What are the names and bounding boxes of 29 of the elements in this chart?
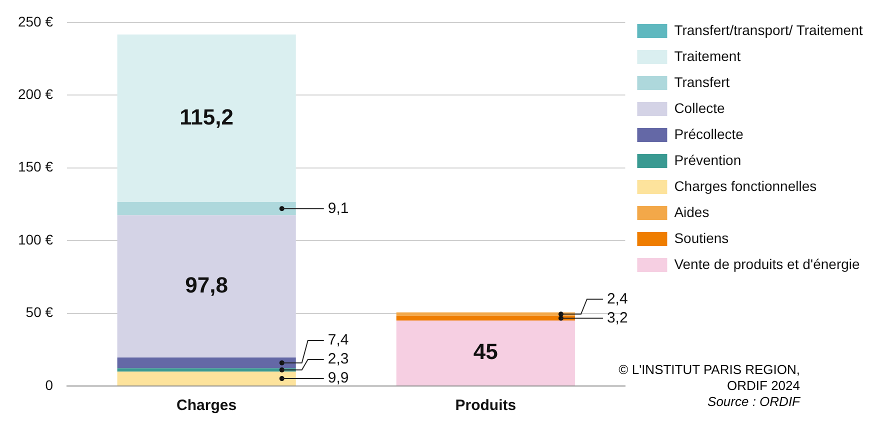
x-tick-label: Charges xyxy=(176,397,237,414)
legend-label: Précollecte xyxy=(674,126,744,142)
legend-label: Transfert xyxy=(674,74,730,90)
legend-label: Traitement xyxy=(674,48,741,64)
data-label: 7,4 xyxy=(328,332,349,349)
data-label: 2,4 xyxy=(606,290,628,308)
data-label: 115,2 xyxy=(180,104,234,130)
y-tick-label: 250 € xyxy=(18,13,54,30)
y-tick-label: 50 € xyxy=(26,304,54,320)
data-label: 45 xyxy=(473,339,498,364)
data-label: 97,8 xyxy=(185,272,228,298)
legend-label: Aides xyxy=(674,204,710,220)
data-label: 3,2 xyxy=(606,309,628,326)
legend-label: Charges fonctionnelles xyxy=(674,178,817,194)
annotation: © L'INSTITUT PARIS REGION, ORDIF 2024 xyxy=(618,362,800,394)
y-tick-label: 200 € xyxy=(18,86,54,102)
data-label: 9,1 xyxy=(328,200,349,217)
legend-label: Transfert/transport/ Traitement xyxy=(674,22,863,38)
y-tick-label: 0 xyxy=(45,376,54,393)
legend-label: Prévention xyxy=(674,152,742,168)
y-tick-label: 150 € xyxy=(18,158,54,175)
y-tick-label: 100 € xyxy=(18,231,54,248)
x-tick-label: Produits xyxy=(455,397,516,414)
data-label: 2,3 xyxy=(328,350,349,368)
data-label: 9,9 xyxy=(328,370,349,387)
legend-label: Collecte xyxy=(674,100,725,116)
legend-label: Vente de produits et d'énergie xyxy=(674,256,860,272)
legend-label: Soutiens xyxy=(674,230,729,246)
source-note: Source : ORDIF xyxy=(706,394,800,410)
